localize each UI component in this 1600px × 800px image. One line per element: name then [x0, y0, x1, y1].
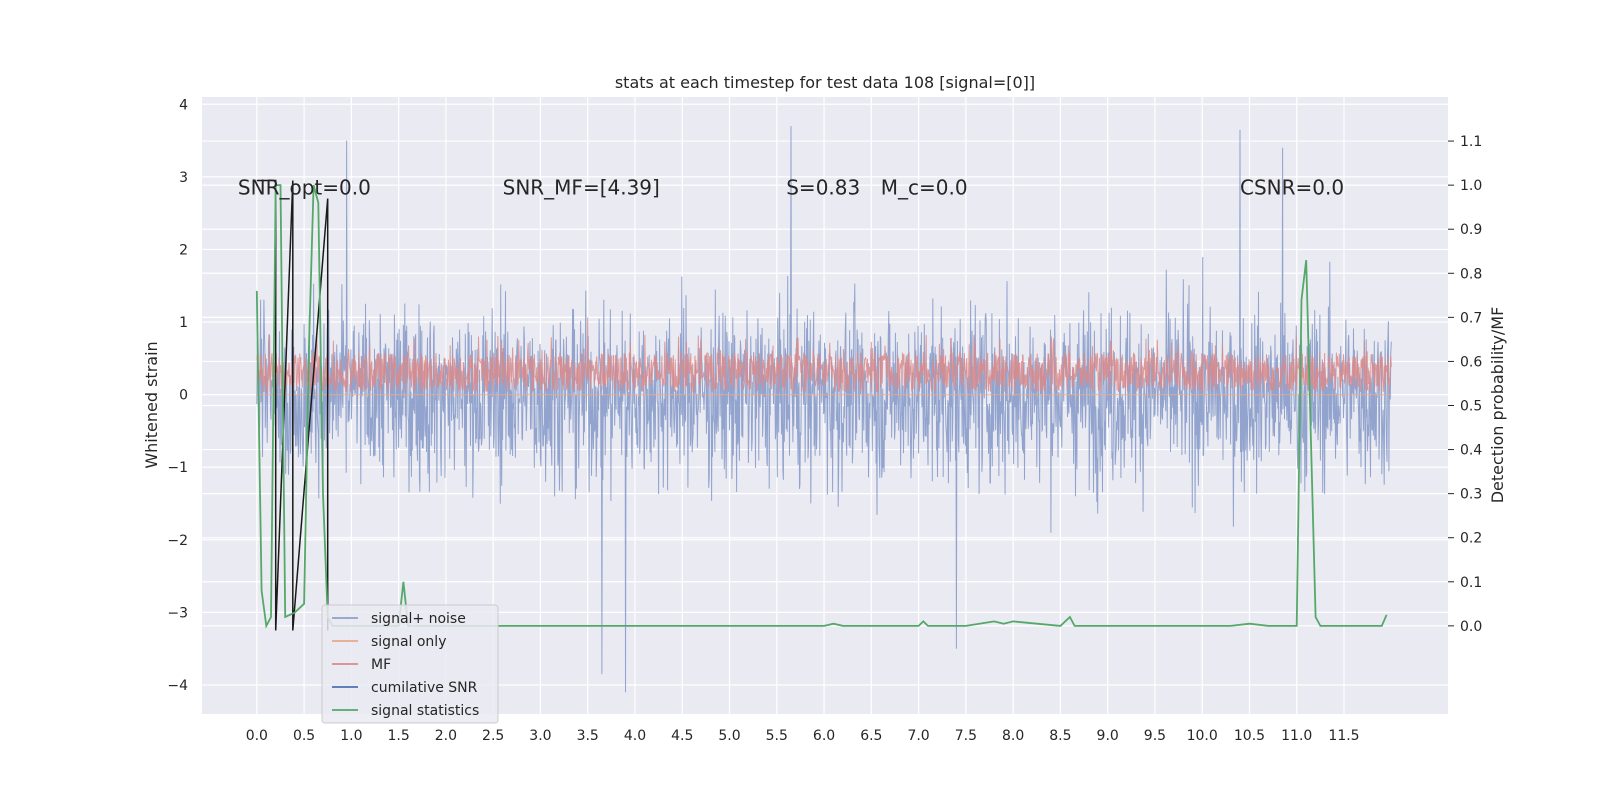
- x-tick-label: 6.5: [860, 728, 882, 744]
- annotation-snr-mf: SNR_MF=[4.39]: [503, 176, 660, 200]
- y-tick-label-left: −4: [167, 678, 188, 694]
- annotation-mc: M_c=0.0: [881, 176, 968, 200]
- x-tick-label: 0.5: [293, 728, 315, 744]
- y-tick-label-right: 0.0: [1460, 619, 1482, 635]
- y-tick-label-right: 0.9: [1460, 222, 1482, 238]
- y-tick-label-right: 0.7: [1460, 310, 1482, 326]
- legend-label: signal only: [371, 634, 446, 650]
- x-tick-label: 4.5: [671, 728, 693, 744]
- x-tick-label: 8.0: [1002, 728, 1024, 744]
- annotation-snr-opt: SNR_opt=0.0: [238, 176, 371, 200]
- y-tick-label-left: 4: [179, 97, 188, 113]
- x-tick-label: 11.5: [1328, 728, 1359, 744]
- x-tick-label: 7.0: [907, 728, 929, 744]
- y-axis-label-right: Detection probability/MF: [1488, 307, 1507, 504]
- x-tick-label: 10.0: [1187, 728, 1218, 744]
- x-tick-label: 6.0: [813, 728, 835, 744]
- chart-title: stats at each timestep for test data 108…: [615, 73, 1035, 92]
- tick-labels: 0.0 0.5 1.0 1.5 2.0 2.5 3.0 3.5 4.0 4.5 5.0 5.5 6.0 6…: [167, 97, 1482, 744]
- x-tick-label: 1.0: [340, 728, 362, 744]
- legend-label: MF: [371, 657, 391, 673]
- y-tick-label-left: −2: [167, 533, 188, 549]
- annotations: SNR_opt=0.0 SNR_MF=[4.39] S=0.83 M_c=0.0 CSN…: [238, 176, 1344, 200]
- series-mf: [256, 317, 1392, 394]
- y-tick-label-left: 3: [179, 170, 188, 186]
- series-cumulative-snr: [256, 179, 329, 631]
- x-tick-label: 7.5: [955, 728, 977, 744]
- x-tick-label: 9.5: [1144, 728, 1166, 744]
- x-tick-label: 9.0: [1097, 728, 1119, 744]
- data-layer: [255, 125, 1392, 693]
- y-tick-label-left: −1: [167, 460, 188, 476]
- y-tick-label-left: 2: [179, 242, 188, 258]
- y-tick-label-right: 1.0: [1460, 178, 1482, 194]
- x-tick-label: 2.5: [482, 728, 504, 744]
- x-tick-label: 2.0: [435, 728, 457, 744]
- x-tick-label: 4.0: [624, 728, 646, 744]
- x-tick-label: 5.0: [718, 728, 740, 744]
- y-tick-label-left: 0: [179, 388, 188, 404]
- legend-label: signal+ noise: [371, 611, 466, 627]
- annotation-s-stat: S=0.83: [786, 176, 860, 200]
- x-tick-label: 0.0: [246, 728, 268, 744]
- y-axis-label-left: Whitened strain: [142, 341, 161, 468]
- y-tick-label-right: 0.5: [1460, 399, 1482, 415]
- y-tick-label-right: 0.3: [1460, 487, 1482, 503]
- legend-label: signal statistics: [371, 703, 479, 719]
- y-tick-label-right: 0.6: [1460, 354, 1482, 370]
- legend-label: cumilative SNR: [371, 680, 478, 696]
- y-tick-label-left: −3: [167, 605, 188, 621]
- x-tick-label: 8.5: [1049, 728, 1071, 744]
- legend-box: [321, 604, 499, 724]
- annotation-csnr: CSNR=0.0: [1240, 176, 1344, 200]
- y-tick-label-right: 0.2: [1460, 531, 1482, 547]
- x-tick-label: 10.5: [1234, 728, 1265, 744]
- y-tick-label-right: 0.4: [1460, 443, 1482, 459]
- legend: signal+ noise signal only MF cumilative SNR…: [321, 604, 499, 724]
- x-tick-label: 5.5: [766, 728, 788, 744]
- x-tick-label: 1.5: [388, 728, 410, 744]
- x-tick-label: 11.0: [1281, 728, 1312, 744]
- y-tick-label-right: 0.1: [1460, 575, 1482, 591]
- x-tick-label: 3.0: [529, 728, 551, 744]
- x-tick-label: 3.5: [577, 728, 599, 744]
- series-signal-statistics: [255, 184, 1388, 629]
- y-tick-label-left: 1: [179, 315, 188, 331]
- y-tick-label-right: 1.1: [1460, 134, 1482, 150]
- y-tick-label-right: 0.8: [1460, 266, 1482, 282]
